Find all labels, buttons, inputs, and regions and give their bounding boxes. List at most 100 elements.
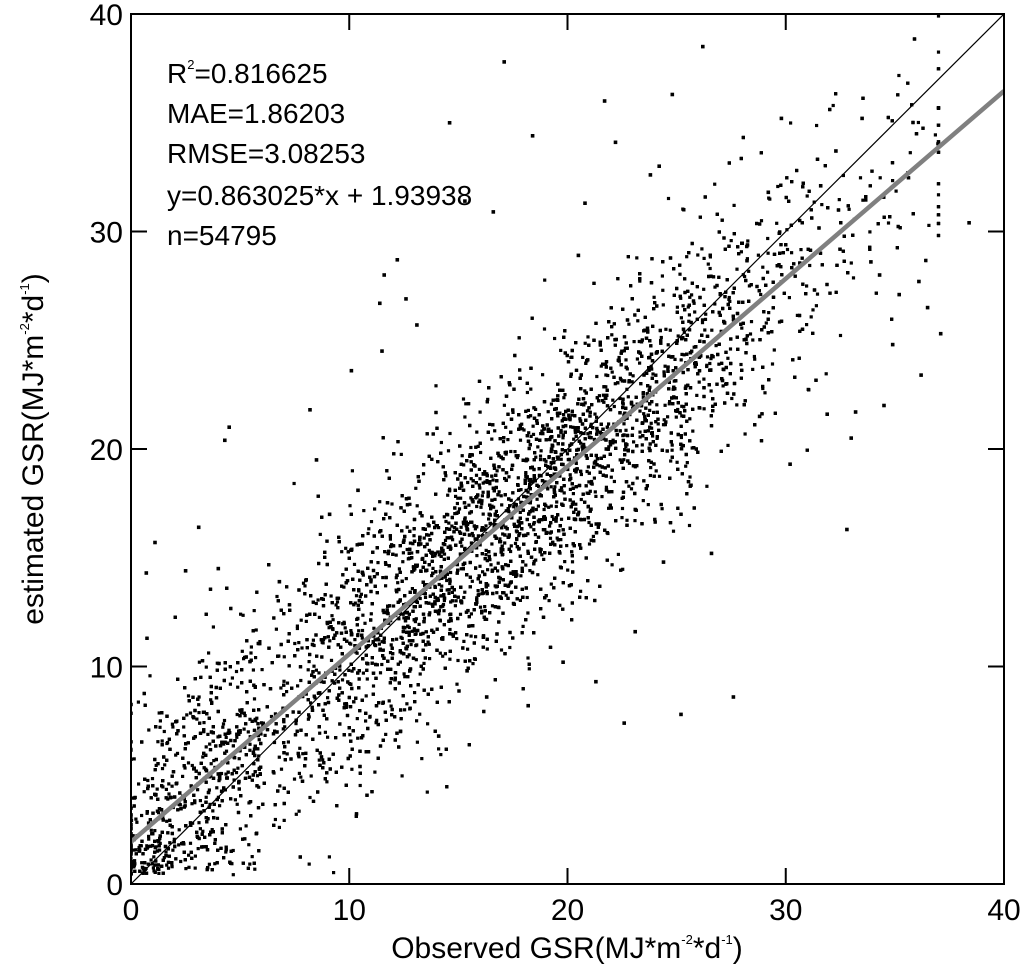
scatter-point — [633, 519, 637, 523]
scatter-point — [752, 354, 756, 359]
scatter-point — [469, 496, 473, 500]
scatter-point — [162, 856, 166, 860]
scatter-point — [451, 538, 455, 542]
scatter-point — [777, 320, 782, 324]
scatter-point — [679, 296, 683, 300]
scatter-point — [333, 681, 337, 685]
scatter-point — [483, 480, 487, 484]
scatter-point — [601, 393, 605, 397]
scatter-point — [358, 595, 362, 599]
scatter-point — [168, 841, 172, 845]
scatter-point — [521, 624, 525, 628]
scatter-point — [147, 728, 151, 732]
scatter-point — [607, 445, 611, 449]
scatter-point — [566, 568, 570, 572]
scatter-point — [218, 772, 222, 776]
scatter-point — [569, 374, 573, 378]
scatter-point — [140, 861, 144, 865]
scatter-point — [232, 778, 236, 782]
scatter-point — [493, 497, 497, 501]
scatter-point — [157, 711, 161, 715]
scatter-point — [491, 478, 495, 482]
scatter-point — [484, 548, 488, 552]
scatter-point — [414, 486, 418, 490]
scatter-point — [632, 440, 636, 444]
scatter-point — [668, 400, 672, 404]
scatter-point — [166, 866, 171, 870]
scatter-point — [460, 544, 464, 548]
scatter-point — [936, 50, 941, 54]
scatter-point — [164, 850, 168, 854]
scatter-point — [805, 194, 809, 198]
scatter-point — [743, 274, 747, 279]
scatter-point — [208, 742, 212, 746]
scatter-point — [197, 695, 201, 699]
scatter-point — [654, 469, 658, 473]
scatter-point — [498, 537, 502, 541]
scatter-point — [638, 409, 642, 413]
scatter-point — [536, 504, 540, 508]
scatter-point — [197, 703, 201, 707]
scatter-point — [352, 562, 357, 566]
scatter-point — [864, 198, 868, 202]
scatter-point — [668, 328, 672, 332]
scatter-point — [188, 841, 193, 845]
scatter-point — [520, 427, 524, 431]
scatter-point — [766, 270, 770, 274]
scatter-point — [207, 788, 211, 792]
scatter-point — [577, 510, 581, 514]
scatter-point — [193, 866, 197, 870]
scatter-point — [390, 502, 394, 506]
scatter-point — [137, 845, 141, 850]
scatter-point — [466, 480, 470, 485]
scatter-point — [549, 474, 553, 478]
scatter-point — [459, 525, 463, 529]
scatter-point — [563, 393, 567, 397]
scatter-point — [534, 558, 538, 562]
scatter-point — [700, 247, 704, 251]
scatter-point — [454, 494, 458, 498]
scatter-point — [364, 694, 368, 698]
scatter-point — [529, 434, 533, 438]
scatter-point — [470, 579, 474, 583]
scatter-point — [378, 500, 382, 504]
scatter-point — [565, 452, 570, 456]
scatter-point — [474, 473, 479, 477]
scatter-point — [395, 637, 399, 641]
scatter-point — [387, 699, 391, 703]
scatter-point — [559, 538, 563, 542]
scatter-point — [703, 328, 707, 332]
scatter-point — [137, 782, 141, 786]
scatter-point — [478, 410, 482, 414]
scatter-point — [606, 373, 610, 378]
scatter-point — [186, 761, 191, 765]
scatter-point — [146, 821, 151, 825]
scatter-point — [513, 450, 517, 454]
scatter-point — [320, 640, 324, 644]
scatter-point — [542, 557, 546, 561]
scatter-point — [688, 475, 692, 479]
scatter-point — [632, 340, 636, 344]
scatter-point — [428, 611, 432, 615]
scatter-point — [529, 387, 533, 391]
scatter-point — [212, 759, 216, 763]
scatter-point — [474, 566, 478, 570]
scatter-point — [484, 553, 488, 557]
scatter-point — [380, 640, 384, 644]
scatter-point — [574, 461, 578, 465]
scatter-point — [234, 669, 239, 674]
scatter-point — [358, 783, 362, 788]
scatter-point — [463, 547, 467, 551]
scatter-point — [475, 504, 479, 509]
scatter-point — [184, 867, 188, 871]
scatter-point — [295, 624, 299, 628]
scatter-point — [471, 534, 475, 538]
scatter-point — [530, 465, 534, 469]
scatter-point — [410, 587, 414, 591]
scatter-point — [629, 487, 634, 491]
scatter-point — [403, 675, 407, 679]
scatter-point — [709, 389, 713, 393]
scatter-point — [524, 472, 528, 476]
scatter-point — [410, 629, 414, 633]
scatter-point — [382, 640, 386, 644]
